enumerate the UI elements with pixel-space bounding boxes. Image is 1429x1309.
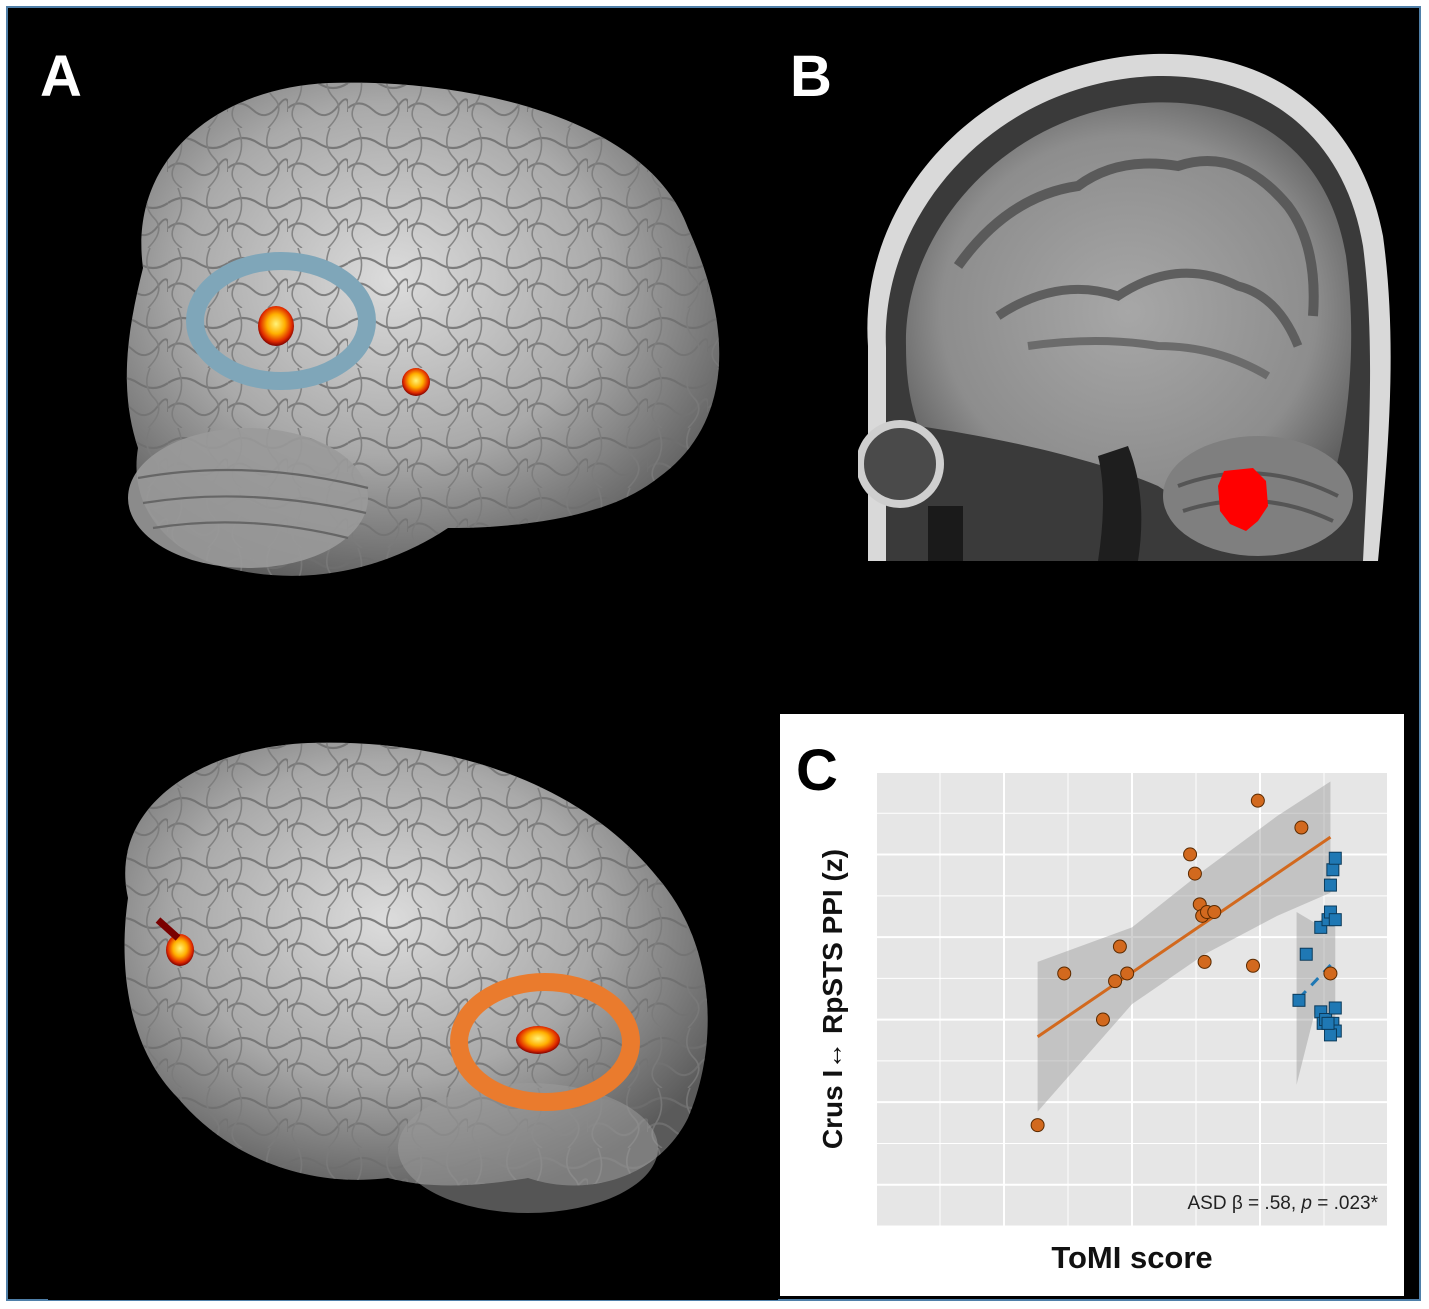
data-point-circle: [1112, 939, 1127, 954]
blue-ring-marker: [186, 252, 376, 390]
annotation-prefix: ASD β = .58,: [1187, 1193, 1301, 1214]
annotation-p: p: [1300, 1193, 1312, 1214]
fit-line-0: [1036, 835, 1332, 1039]
x-axis-label: ToMI score: [1051, 1240, 1212, 1275]
data-point-square: [1323, 1028, 1337, 1042]
activation-blob-frontal: [166, 934, 194, 966]
data-point-square: [1323, 878, 1337, 892]
orange-ring-marker: [450, 973, 640, 1111]
panel-b-sagittal-mri: [856, 16, 1394, 566]
brain-top: [126, 82, 720, 576]
data-point-circle: [1057, 966, 1072, 981]
activation-blob-top-right: [402, 368, 430, 396]
y-axis-label: Crus I↔ RpSTS PPI (z): [817, 849, 848, 1149]
panel-label-a: A: [40, 44, 82, 109]
data-point-circle: [1323, 966, 1338, 981]
data-point-circle: [1250, 793, 1265, 808]
figure-frame: ASD β = .58, p = .023* ToMI score Crus I…: [6, 6, 1421, 1301]
panel-b-illustration: [856, 53, 1391, 562]
panel-a-illustration: [124, 82, 720, 1213]
cerebellum-activation-mask: [1218, 468, 1268, 531]
panel-label-b: B: [790, 44, 832, 109]
data-point-square: [1299, 947, 1313, 961]
brain-bottom: [124, 742, 708, 1213]
annotation-suffix: = .023*: [1312, 1193, 1379, 1214]
data-point-square: [1328, 1001, 1342, 1015]
activation-blob-ring-top: [258, 306, 294, 346]
activation-blob-cerebellum: [516, 1026, 560, 1054]
data-points: [1030, 793, 1342, 1133]
data-point-square: [1292, 993, 1306, 1007]
fit-lines: [1036, 835, 1337, 1039]
data-point-square: [1328, 913, 1342, 927]
data-point-circle: [1294, 820, 1309, 835]
stats-annotation: ASD β = .58, p = .023*: [1187, 1193, 1378, 1214]
data-point-circle: [1120, 966, 1135, 981]
scatter-chart: ASD β = .58, p = .023* ToMI score Crus I…: [817, 771, 1389, 1275]
panel-label-c: C: [796, 738, 838, 803]
panel-c-scatter-plot: ASD β = .58, p = .023* ToMI score Crus I…: [780, 714, 1404, 1296]
data-point-square: [1326, 863, 1340, 877]
panel-a-brain-renders: [48, 8, 778, 1300]
data-point-circle: [1095, 1012, 1110, 1027]
data-point-circle: [1246, 958, 1260, 973]
confidence-band-0: [1037, 781, 1331, 1112]
data-point-circle: [1187, 866, 1202, 881]
plot-grid: [875, 771, 1389, 1227]
data-point-circle: [1108, 974, 1123, 989]
data-point-square: [1321, 1016, 1335, 1030]
fit-line-1: [1297, 958, 1337, 1000]
data-point-circle: [1207, 905, 1222, 919]
data-point-circle: [1030, 1118, 1045, 1133]
data-point-square: [1328, 851, 1342, 865]
data-point-circle: [1197, 954, 1212, 969]
data-point-circle: [1183, 847, 1198, 862]
